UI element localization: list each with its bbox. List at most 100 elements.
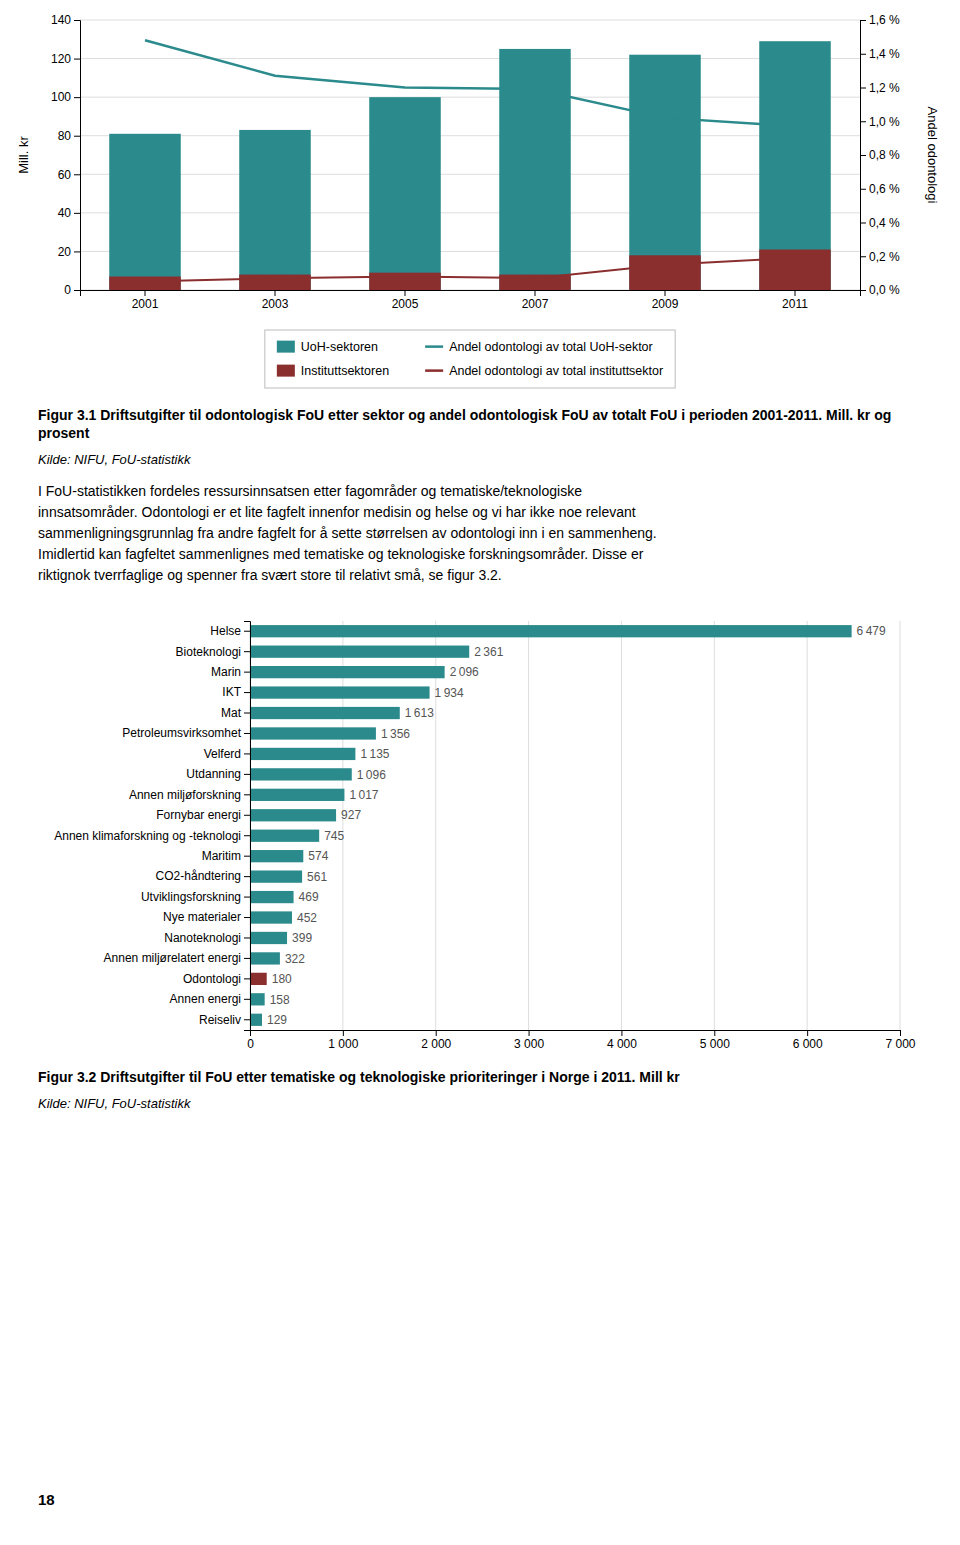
data-label: 2 361: [474, 645, 503, 659]
tick-label: 2005: [392, 297, 419, 311]
bar: [250, 727, 376, 739]
tick-label: Annen energi: [170, 992, 241, 1006]
tick-label: 40: [58, 206, 72, 220]
tick-label: 100: [51, 90, 71, 104]
legend-label: Andel odontologi av total UoH-sektor: [449, 340, 653, 354]
legend-label: Instituttsektoren: [301, 364, 389, 378]
tick: 2003: [262, 290, 289, 311]
tick: 0,6 %: [860, 182, 900, 196]
bar: [109, 134, 181, 290]
source: Kilde: NIFU, FoU-statistikk: [38, 452, 192, 467]
bar: [250, 809, 336, 821]
grid-line: [80, 58, 860, 59]
tick: Nye materialer: [163, 910, 250, 924]
tick-mark: [621, 1030, 622, 1036]
y-axis: HelseBioteknologiMarinIKTMatPetroleumsvi…: [54, 622, 250, 1031]
text-line: riktignok tverrfaglige og spenner fra sv…: [38, 567, 502, 583]
grid-line: [80, 174, 860, 175]
bar: [250, 870, 302, 882]
source: Kilde: NIFU, FoU-statistikk: [38, 1096, 192, 1111]
tick-label: 6 000: [793, 1037, 823, 1051]
tick: 100: [51, 90, 80, 104]
tick: 0,4 %: [860, 216, 900, 230]
tick: Velferd: [204, 747, 250, 761]
caption: Figur 3.2 Driftsutgifter til FoU etter t…: [38, 1069, 680, 1085]
tick: 2 000: [421, 1030, 451, 1051]
tick-mark: [74, 20, 80, 21]
legend-label: UoH-sektoren: [301, 340, 378, 354]
tick: Fornybar energi: [156, 808, 250, 822]
grid-line: [80, 20, 860, 21]
tick-mark: [74, 59, 80, 60]
data-label: 129: [267, 1013, 287, 1027]
bar: [250, 646, 469, 658]
tick-mark: [244, 672, 250, 673]
body-text: innsatsområder. Odontologi er et lite fa…: [38, 504, 636, 520]
tick: 1,2 %: [860, 81, 900, 95]
tick: 2011: [782, 290, 808, 311]
tick: 2005: [392, 290, 419, 311]
text-line: Figur 3.2 Driftsutgifter til FoU etter t…: [38, 1069, 680, 1085]
axis-line: [81, 291, 861, 297]
tick-label: 140: [51, 13, 71, 27]
tick: Helse: [210, 624, 250, 638]
data-label: 574: [308, 849, 328, 863]
tick-label: 1,2 %: [869, 81, 900, 95]
grid-line: [80, 251, 860, 252]
bar: [250, 789, 344, 801]
tick: 6 000: [793, 1030, 823, 1051]
tick-mark: [244, 733, 250, 734]
data-label: 158: [270, 993, 290, 1007]
plot-area: [250, 625, 852, 1026]
tick-mark: [244, 999, 250, 1000]
data-label: 745: [324, 829, 344, 843]
chart-0: 2001200320052007200920110204060801001201…: [16, 13, 940, 388]
tick: 0,8 %: [860, 148, 900, 162]
body-text: sammenligningsgrunnlag fra andre fagfelt…: [38, 525, 657, 541]
tick-label: 5 000: [700, 1037, 730, 1051]
tick-mark: [244, 713, 250, 714]
tick-mark: [244, 897, 250, 898]
tick-mark: [860, 256, 866, 257]
tick-label: Helse: [210, 624, 241, 638]
tick-mark: [860, 121, 866, 122]
tick: 60: [58, 168, 80, 182]
tick-label: Annen miljørelatert energi: [104, 951, 241, 965]
tick: 2009: [652, 290, 679, 311]
data-label: 1 017: [349, 788, 378, 802]
bar: [499, 49, 571, 290]
chart-1: 6 4792 3612 0961 9341 6131 3561 1351 096…: [54, 621, 916, 1051]
tick-mark: [74, 174, 80, 175]
line: [145, 258, 795, 282]
tick: 2007: [522, 290, 549, 311]
text-line: sammenligningsgrunnlag fra andre fagfelt…: [38, 525, 657, 541]
tick-mark: [795, 290, 796, 296]
y-axis-label: Mill. kr: [16, 136, 31, 174]
tick-mark: [244, 1019, 250, 1020]
tick: Marin: [211, 665, 250, 679]
bar: [250, 830, 319, 842]
grid-line: [621, 621, 622, 1030]
tick-label: Reiseliv: [199, 1013, 241, 1027]
bar-series: [109, 250, 831, 291]
tick-mark: [244, 631, 250, 632]
grid-line: [528, 621, 529, 1030]
tick-mark: [74, 213, 80, 214]
tick-label: 0,0 %: [869, 283, 900, 297]
data-label: 322: [285, 952, 305, 966]
grid-line: [900, 621, 901, 1030]
tick: 120: [51, 52, 80, 66]
tick-label: Odontologi: [183, 972, 241, 986]
text-line: prosent: [38, 425, 90, 441]
page-texts: Figur 3.1 Driftsutgifter til odontologis…: [38, 407, 891, 1508]
tick-label: 2007: [522, 297, 549, 311]
bar: [629, 255, 701, 290]
data-label: 452: [297, 911, 317, 925]
y2-axis-label: Andel odontologi: [925, 107, 940, 204]
grid-line: [714, 621, 715, 1030]
tick: 0: [64, 283, 80, 297]
tick: 1 000: [328, 1030, 358, 1051]
axis-line: [251, 1031, 901, 1037]
tick-label: 0: [64, 283, 71, 297]
tick-mark: [244, 978, 250, 979]
